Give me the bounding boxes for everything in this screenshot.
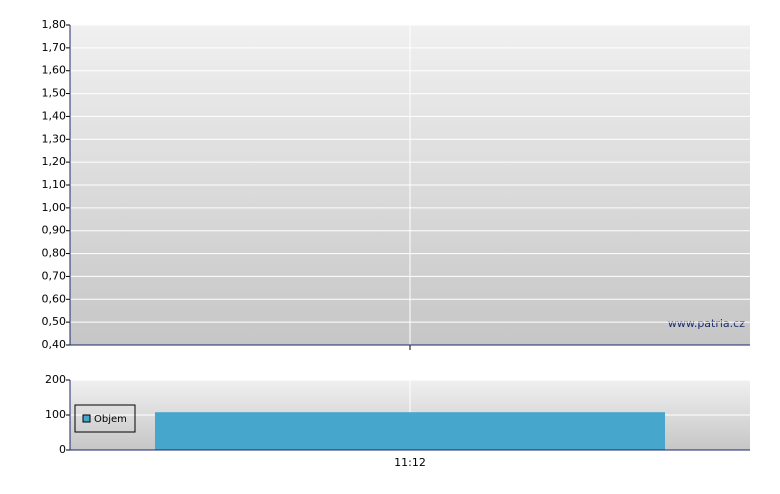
- y-tick-label: 0,60: [42, 292, 67, 305]
- y-tick-label: 0,50: [42, 315, 67, 328]
- watermark: www.patria.cz: [668, 317, 745, 330]
- y-tick-label: 0,80: [42, 247, 67, 260]
- y-tick-label: 0,70: [42, 269, 67, 282]
- y-tick-label: 0,40: [42, 338, 67, 351]
- y-tick-label: 1,00: [42, 201, 67, 214]
- y-tick-label: 0: [59, 443, 66, 456]
- y-tick-label: 1,50: [42, 87, 67, 100]
- y-tick-label: 1,70: [42, 41, 67, 54]
- y-tick-label: 1,10: [42, 178, 67, 191]
- y-tick-label: 1,20: [42, 155, 67, 168]
- y-tick-label: 100: [45, 408, 66, 421]
- bar: [155, 412, 665, 450]
- y-tick-label: 1,30: [42, 132, 67, 145]
- y-tick-label: 200: [45, 373, 66, 386]
- x-tick-label: 11:12: [394, 456, 426, 469]
- legend-swatch: [82, 414, 91, 423]
- y-tick-label: 0,90: [42, 224, 67, 237]
- y-tick-label: 1,80: [42, 18, 67, 31]
- legend-label: Objem: [94, 414, 127, 425]
- legend-box: [74, 404, 136, 433]
- y-tick-label: 1,60: [42, 64, 67, 77]
- y-tick-label: 1,40: [42, 109, 67, 122]
